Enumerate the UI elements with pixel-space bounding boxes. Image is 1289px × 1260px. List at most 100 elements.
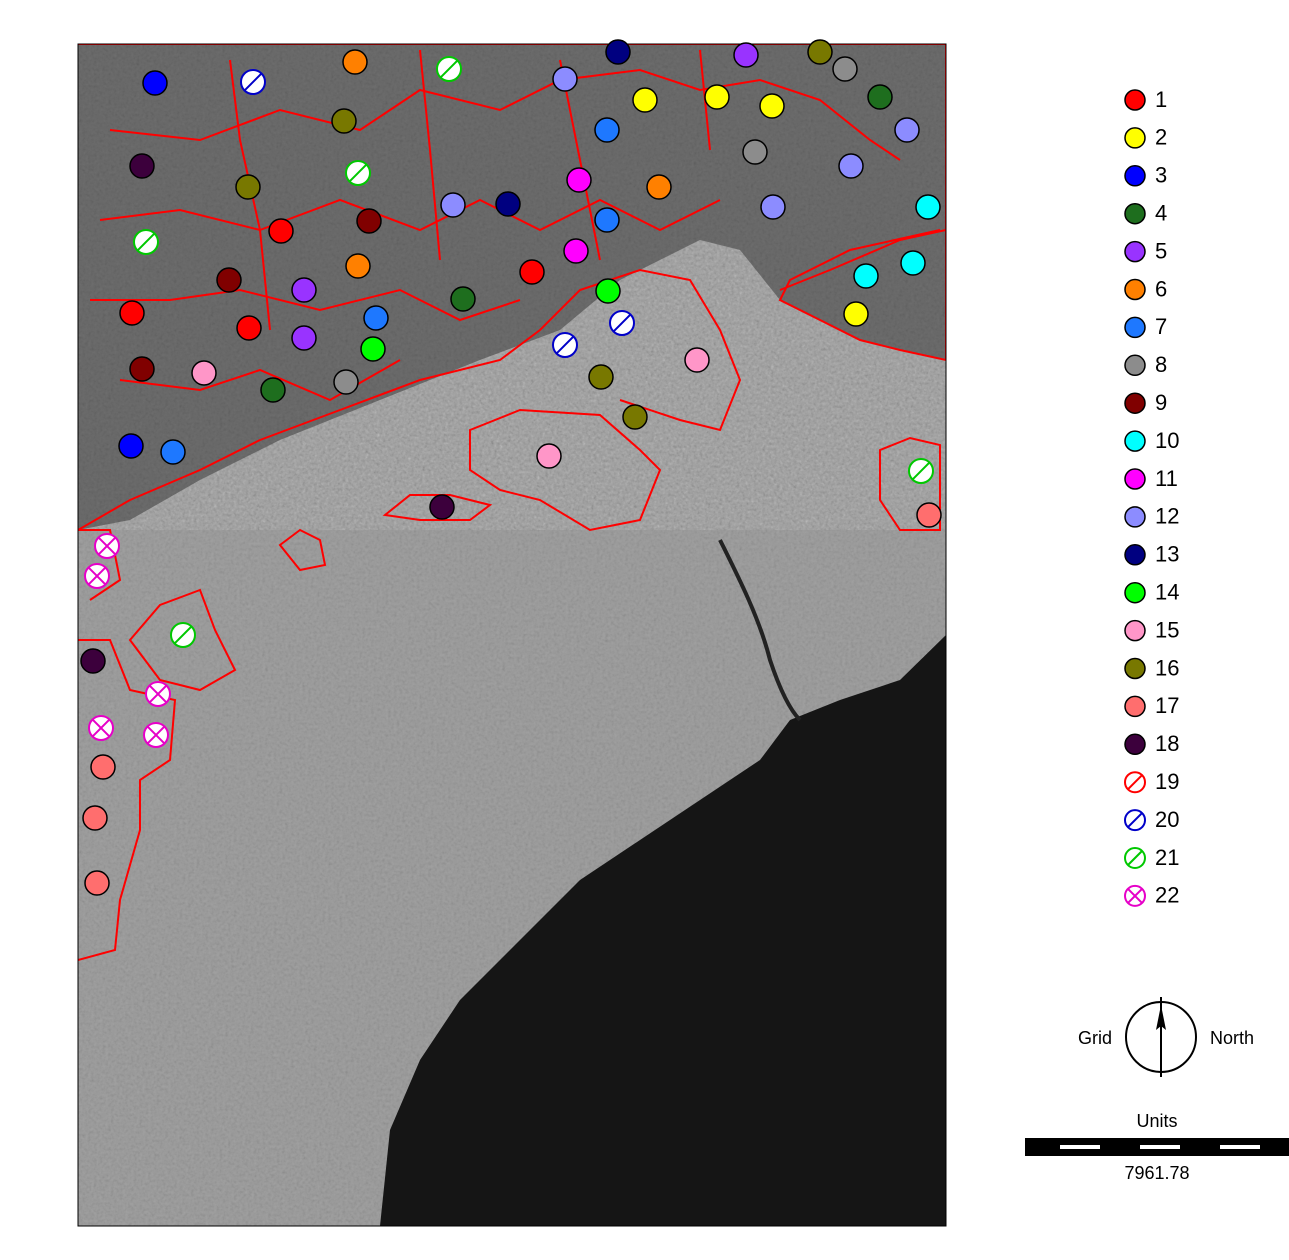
symbol-disc bbox=[1125, 583, 1145, 603]
legend-label: 12 bbox=[1155, 504, 1179, 529]
site-marker bbox=[589, 365, 613, 389]
legend-symbol bbox=[1125, 242, 1145, 262]
symbol-disc bbox=[81, 649, 105, 673]
legend-label: 9 bbox=[1155, 390, 1167, 415]
symbol-disc bbox=[357, 209, 381, 233]
symbol-disc bbox=[854, 264, 878, 288]
site-marker bbox=[553, 67, 577, 91]
site-marker bbox=[743, 140, 767, 164]
legend-symbol bbox=[1125, 583, 1145, 603]
legend: 12345678910111213141516171819202122 bbox=[1125, 87, 1179, 908]
map-image bbox=[78, 44, 946, 1226]
symbol-disc bbox=[916, 195, 940, 219]
site-marker bbox=[833, 57, 857, 81]
site-marker bbox=[610, 311, 634, 335]
symbol-disc bbox=[451, 287, 475, 311]
symbol-disc bbox=[917, 503, 941, 527]
legend-symbol bbox=[1125, 545, 1145, 565]
site-marker bbox=[83, 806, 107, 830]
symbol-disc bbox=[760, 94, 784, 118]
symbol-disc bbox=[844, 302, 868, 326]
legend-label: 8 bbox=[1155, 352, 1167, 377]
site-marker bbox=[120, 301, 144, 325]
legend-symbol bbox=[1125, 393, 1145, 413]
symbol-disc bbox=[130, 357, 154, 381]
symbol-disc bbox=[1125, 128, 1145, 148]
symbol-disc bbox=[567, 168, 591, 192]
legend-label: 21 bbox=[1155, 845, 1179, 870]
site-marker bbox=[146, 682, 170, 706]
site-marker bbox=[334, 370, 358, 394]
legend-symbol bbox=[1125, 659, 1145, 679]
symbol-disc bbox=[441, 193, 465, 217]
site-marker bbox=[269, 219, 293, 243]
site-marker bbox=[143, 71, 167, 95]
legend-symbol bbox=[1125, 734, 1145, 754]
site-marker bbox=[237, 316, 261, 340]
legend-label: 3 bbox=[1155, 163, 1167, 188]
site-marker bbox=[868, 85, 892, 109]
legend-symbol bbox=[1125, 848, 1145, 868]
legend-symbol bbox=[1125, 128, 1145, 148]
symbol-disc bbox=[130, 154, 154, 178]
legend-label: 20 bbox=[1155, 807, 1179, 832]
site-marker bbox=[85, 564, 109, 588]
site-marker bbox=[161, 440, 185, 464]
site-marker bbox=[437, 57, 461, 81]
site-marker bbox=[916, 195, 940, 219]
legend-label: 6 bbox=[1155, 276, 1167, 301]
legend-symbol bbox=[1125, 204, 1145, 224]
symbol-disc bbox=[537, 444, 561, 468]
legend-symbol bbox=[1125, 886, 1145, 906]
legend-symbol bbox=[1125, 810, 1145, 830]
symbol-disc bbox=[1125, 545, 1145, 565]
site-marker bbox=[647, 175, 671, 199]
scale-value: 7961.78 bbox=[1124, 1163, 1189, 1183]
legend-label: 22 bbox=[1155, 883, 1179, 908]
legend-label: 5 bbox=[1155, 238, 1167, 263]
site-marker bbox=[332, 109, 356, 133]
symbol-disc bbox=[1125, 659, 1145, 679]
symbol-disc bbox=[761, 195, 785, 219]
legend-label: 7 bbox=[1155, 314, 1167, 339]
symbol-disc bbox=[332, 109, 356, 133]
symbol-disc bbox=[1125, 166, 1145, 186]
site-marker bbox=[553, 333, 577, 357]
symbol-disc bbox=[143, 71, 167, 95]
symbol-disc bbox=[564, 239, 588, 263]
legend-label: 10 bbox=[1155, 428, 1179, 453]
symbol-disc bbox=[496, 192, 520, 216]
symbol-disc bbox=[1125, 204, 1145, 224]
site-marker bbox=[760, 94, 784, 118]
site-marker bbox=[357, 209, 381, 233]
legend-symbol bbox=[1125, 469, 1145, 489]
symbol-disc bbox=[1125, 431, 1145, 451]
site-marker bbox=[364, 306, 388, 330]
site-marker bbox=[844, 302, 868, 326]
symbol-disc bbox=[705, 85, 729, 109]
symbol-disc bbox=[430, 495, 454, 519]
symbol-disc bbox=[1125, 696, 1145, 716]
site-marker bbox=[633, 88, 657, 112]
site-marker bbox=[236, 175, 260, 199]
north-left-label: Grid bbox=[1078, 1028, 1112, 1048]
site-marker bbox=[343, 50, 367, 74]
site-marker bbox=[217, 268, 241, 292]
symbol-disc bbox=[192, 361, 216, 385]
site-marker bbox=[144, 723, 168, 747]
symbol-disc bbox=[261, 378, 285, 402]
legend-label: 2 bbox=[1155, 125, 1167, 150]
symbol-disc bbox=[120, 301, 144, 325]
north-right-label: North bbox=[1210, 1028, 1254, 1048]
legend-label: 13 bbox=[1155, 542, 1179, 567]
symbol-disc bbox=[901, 251, 925, 275]
legend-symbol bbox=[1125, 772, 1145, 792]
site-marker bbox=[241, 70, 265, 94]
site-marker bbox=[134, 230, 158, 254]
legend-symbol bbox=[1125, 507, 1145, 527]
legend-symbol bbox=[1125, 90, 1145, 110]
site-marker bbox=[839, 154, 863, 178]
legend-symbol bbox=[1125, 317, 1145, 337]
symbol-disc bbox=[1125, 280, 1145, 300]
scale-bar: Units 7961.78 bbox=[1025, 1111, 1289, 1183]
